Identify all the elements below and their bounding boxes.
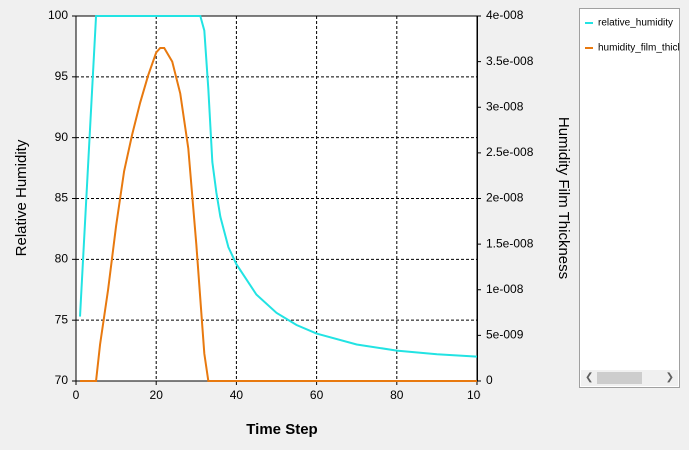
y2-tick-label: 5e-009 xyxy=(486,328,524,342)
scroll-thumb[interactable] xyxy=(597,372,642,384)
scroll-right[interactable]: ❯ xyxy=(665,372,674,383)
data-line xyxy=(79,15,478,358)
chart: Relative Humidity Time Step 0 20 40 60 80 100… xyxy=(13,8,481,438)
x-tick-label: 0 xyxy=(73,388,80,402)
y2-axis-label: Humidity Film Thickness xyxy=(555,117,572,279)
y-tick-label: 75 xyxy=(55,312,69,326)
y2-tick-label: 0 xyxy=(486,373,493,387)
y-tick-label: 95 xyxy=(55,69,69,83)
y-tick-label: 70 xyxy=(55,373,69,387)
x-tick-label: 20 xyxy=(150,388,164,402)
y2-tick-label: 4e-008 xyxy=(486,8,524,22)
y-tick-label: 80 xyxy=(55,252,69,266)
legend: relative_humidity humidity_film_thickness… xyxy=(579,8,680,388)
y-tick-label: 100 xyxy=(48,8,68,22)
legend-label: humidity_film_thickness xyxy=(598,43,680,54)
y-tick-label: 85 xyxy=(55,191,69,205)
x-tick-label: 100 xyxy=(467,388,481,402)
y2-label-holder: Humidity Film Thickness xyxy=(555,117,572,279)
x-tick-label: 60 xyxy=(310,388,324,402)
y2-tick-label: 2.5e-008 xyxy=(486,145,534,159)
x-tick-label: 80 xyxy=(390,388,404,402)
y2-tick-label: 2e-008 xyxy=(486,191,524,205)
scrollbar[interactable]: ❮ ❯ xyxy=(581,370,678,386)
scroll-left[interactable]: ❮ xyxy=(585,372,594,383)
y2-tick-label: 1e-008 xyxy=(486,282,524,296)
y2-tick-label: 1.5e-008 xyxy=(486,236,534,250)
y-tick-label: 90 xyxy=(55,130,69,144)
y2-tick-label: 3.5e-008 xyxy=(486,54,534,68)
x-tick-label: 40 xyxy=(230,388,244,402)
x-axis-label: Time Step xyxy=(246,421,317,438)
y2-tick-label: 3e-008 xyxy=(486,99,524,113)
y2-axis: 0 5e-009 1e-008 1.5e-008 2e-008 2.5e-008 3e-00… xyxy=(477,8,534,387)
data-line xyxy=(80,46,477,382)
legend-items: relative_humidity humidity_film_thickness xyxy=(585,18,680,54)
legend-label: relative_humidity xyxy=(598,18,673,29)
y-axis-label: Relative Humidity xyxy=(13,139,30,256)
